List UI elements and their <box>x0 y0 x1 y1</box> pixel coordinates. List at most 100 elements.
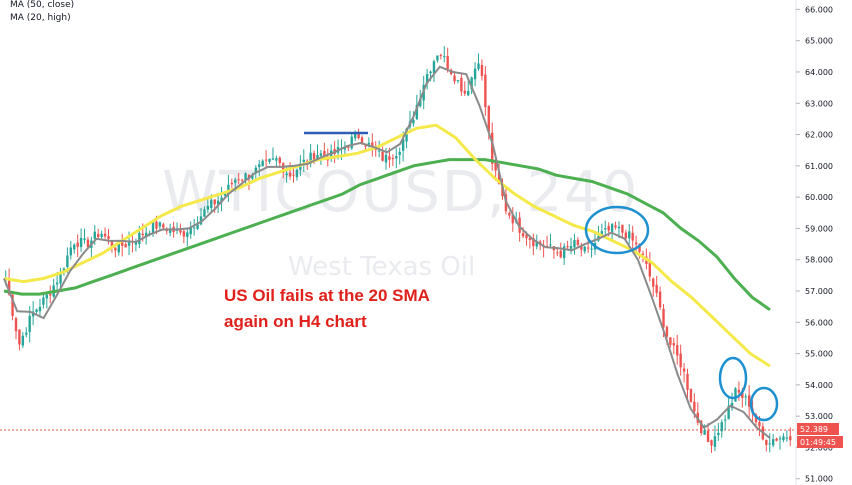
last-price-label: 52.389 <box>800 425 828 434</box>
candle <box>182 228 186 244</box>
countdown-badge <box>797 436 843 448</box>
candle <box>682 362 686 383</box>
candle <box>258 159 261 177</box>
candle <box>456 80 460 84</box>
candle <box>162 222 165 230</box>
candle <box>576 237 580 248</box>
candle <box>511 207 514 232</box>
candle <box>730 392 734 411</box>
candle <box>439 53 443 60</box>
price-tick-label: 62.000 <box>805 131 833 140</box>
candle <box>52 278 55 298</box>
candle <box>114 247 117 258</box>
candle <box>86 236 90 248</box>
candle <box>672 337 675 355</box>
candle <box>371 133 374 157</box>
candle <box>25 327 28 338</box>
candle <box>590 243 593 258</box>
candle <box>658 286 662 310</box>
candle <box>192 218 196 236</box>
candle <box>134 238 138 252</box>
candle <box>747 385 751 418</box>
candle <box>473 62 477 87</box>
candle <box>436 55 439 63</box>
candle <box>278 156 281 166</box>
candle <box>768 433 771 453</box>
candle <box>381 146 384 162</box>
candle <box>549 233 552 248</box>
ma20-line <box>3 123 771 368</box>
price-tick-label: 66.000 <box>805 5 833 14</box>
candle <box>227 174 230 202</box>
candle <box>398 147 401 165</box>
candle <box>189 221 192 239</box>
price-tick-label: 57.000 <box>805 287 833 296</box>
candle <box>288 162 292 180</box>
candle <box>432 59 436 83</box>
candle <box>648 252 652 282</box>
price-tick-label: 60.000 <box>805 193 833 202</box>
candle <box>165 227 168 235</box>
annotation-line-1: US Oil fails at the 20 SMA <box>224 286 430 305</box>
watermark-name: West Texas Oil <box>288 252 476 282</box>
candle <box>124 242 127 248</box>
candle <box>484 66 487 116</box>
candle <box>350 133 353 151</box>
candle <box>186 227 189 247</box>
candle <box>144 225 148 245</box>
candle <box>480 59 484 81</box>
price-tick-label: 55.000 <box>805 350 833 359</box>
price-tick-label: 51.000 <box>805 475 833 484</box>
candle <box>467 80 470 97</box>
candle <box>271 147 275 160</box>
candle <box>73 243 76 254</box>
candle <box>789 427 792 447</box>
candle <box>453 71 456 85</box>
candle <box>710 439 713 453</box>
candle <box>220 187 223 212</box>
candle <box>295 168 299 181</box>
candle <box>264 150 268 167</box>
legend-ma50[interactable]: MA (50, close) <box>10 0 75 10</box>
legend-ma20[interactable]: MA (20, high) <box>10 13 71 23</box>
ma50-line <box>3 158 771 312</box>
candle <box>573 234 576 255</box>
candle <box>775 437 778 442</box>
candle <box>90 236 93 259</box>
candle <box>216 192 220 213</box>
candle <box>717 422 720 442</box>
candle <box>778 435 782 450</box>
countdown-label: 01:49:45 <box>800 438 836 447</box>
candle <box>131 235 134 253</box>
candle <box>713 425 717 451</box>
candle <box>600 223 604 236</box>
candle <box>49 285 52 304</box>
candle <box>771 433 775 448</box>
candle <box>621 224 624 238</box>
candle <box>744 393 747 406</box>
price-tick-label: 53.000 <box>805 412 833 421</box>
candle <box>261 159 264 167</box>
candle <box>679 344 682 376</box>
candle <box>542 240 545 258</box>
candle <box>14 316 18 340</box>
candle <box>689 388 693 403</box>
candle <box>463 81 467 96</box>
candle <box>624 229 628 240</box>
annotation-line-2: again on H4 chart <box>224 312 367 331</box>
ma-fast-line <box>3 65 771 439</box>
price-tick-label: 63.000 <box>805 99 833 108</box>
candle <box>103 227 107 239</box>
candle <box>652 277 655 297</box>
candle <box>18 329 21 351</box>
candle <box>532 233 535 256</box>
candle <box>395 147 398 169</box>
candle <box>425 68 429 90</box>
candle <box>69 240 73 260</box>
candle <box>35 308 38 315</box>
candle <box>38 299 42 318</box>
candle <box>45 292 49 309</box>
candle <box>631 225 634 251</box>
